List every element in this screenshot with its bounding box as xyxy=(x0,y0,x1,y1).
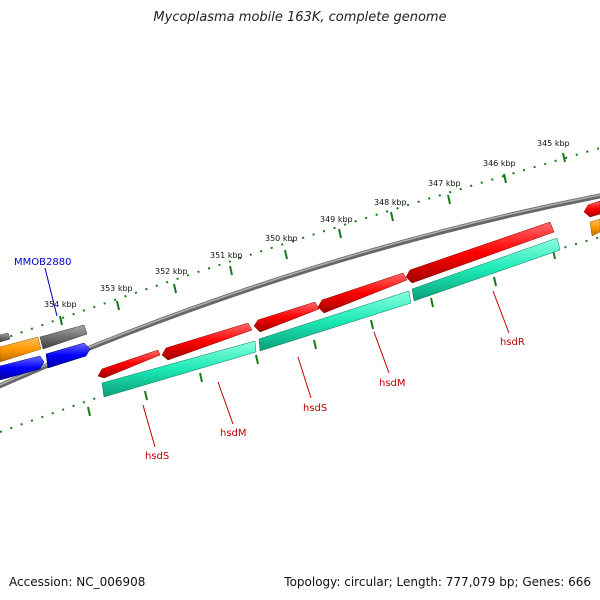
tick-label-345: 345 kbp xyxy=(537,139,570,148)
leader-hsdM-1 xyxy=(217,381,234,425)
major-tick-352 xyxy=(173,283,177,294)
leader-hsdM-2 xyxy=(373,331,390,374)
major-tick-353 xyxy=(116,300,120,311)
major-ticks xyxy=(59,152,566,326)
tick-label-347: 347 kbp xyxy=(428,179,461,188)
gene-gray-left[interactable] xyxy=(39,324,88,350)
tick-label-350: 350 kbp xyxy=(265,234,298,243)
major-tick-351 xyxy=(229,265,233,276)
label-leaders xyxy=(142,290,510,448)
tick-label-349: 349 kbp xyxy=(320,215,353,224)
gene-hsdS-1[interactable] xyxy=(97,349,161,379)
gene-partial-right[interactable] xyxy=(583,200,600,218)
major-tick-346 xyxy=(503,173,507,184)
leader-hsdS-2 xyxy=(297,356,312,399)
left-genes xyxy=(0,324,91,381)
leader-locus xyxy=(44,267,58,317)
tick-label-348: 348 kbp xyxy=(374,198,407,207)
gene-hsdM-2[interactable] xyxy=(317,272,408,314)
tick-label-352: 352 kbp xyxy=(155,267,188,276)
major-tick-347 xyxy=(447,194,451,205)
tick-label-346: 346 kbp xyxy=(483,159,516,168)
label-hsdM-1: hsdM xyxy=(220,428,247,439)
gene-blue-left-2[interactable] xyxy=(45,342,91,369)
cds-hsdR[interactable] xyxy=(411,237,561,302)
cds-features xyxy=(101,218,600,398)
label-hsdR: hsdR xyxy=(500,337,525,348)
major-tick-354 xyxy=(59,315,63,326)
major-tick-349 xyxy=(338,228,342,239)
cds-hsdS-2[interactable] xyxy=(258,290,412,352)
map-title: Mycoplasma mobile 163K, complete genome xyxy=(153,10,447,25)
accession-text: Accession: NC_006908 xyxy=(9,575,146,589)
major-tick-345 xyxy=(562,152,566,163)
gene-orange-left[interactable] xyxy=(0,336,42,363)
genome-stats-text: Topology: circular; Length: 777,079 bp; … xyxy=(284,575,591,589)
genome-backbone-highlight xyxy=(0,194,600,386)
leader-hsdS-1 xyxy=(142,404,156,448)
label-hsdS-1: hsdS xyxy=(145,451,169,462)
genome-backbone xyxy=(0,193,600,389)
cds-hsdS-1[interactable] xyxy=(101,340,257,398)
tick-labels: 345 kbp 346 kbp 347 kbp 348 kbp 349 kbp … xyxy=(44,139,570,309)
tick-label-353: 353 kbp xyxy=(100,284,133,293)
gene-gray-stub[interactable] xyxy=(0,332,11,343)
gene-blue-left-1[interactable] xyxy=(0,355,45,381)
forward-genes xyxy=(97,200,600,379)
label-locus: MMOB2880 xyxy=(14,257,71,268)
cds-partial-right[interactable] xyxy=(589,218,600,237)
gene-hsdM-1[interactable] xyxy=(161,322,253,361)
gene-hsdS-2[interactable] xyxy=(253,301,320,333)
gene-hsdR[interactable] xyxy=(405,221,555,284)
label-hsdS-2: hsdS xyxy=(303,403,327,414)
tick-label-351: 351 kbp xyxy=(210,251,243,260)
label-hsdM-2: hsdM xyxy=(379,378,406,389)
leader-hsdR xyxy=(492,290,510,334)
major-tick-348 xyxy=(390,211,394,222)
major-tick-350 xyxy=(284,249,288,260)
tick-label-354: 354 kbp xyxy=(44,300,77,309)
